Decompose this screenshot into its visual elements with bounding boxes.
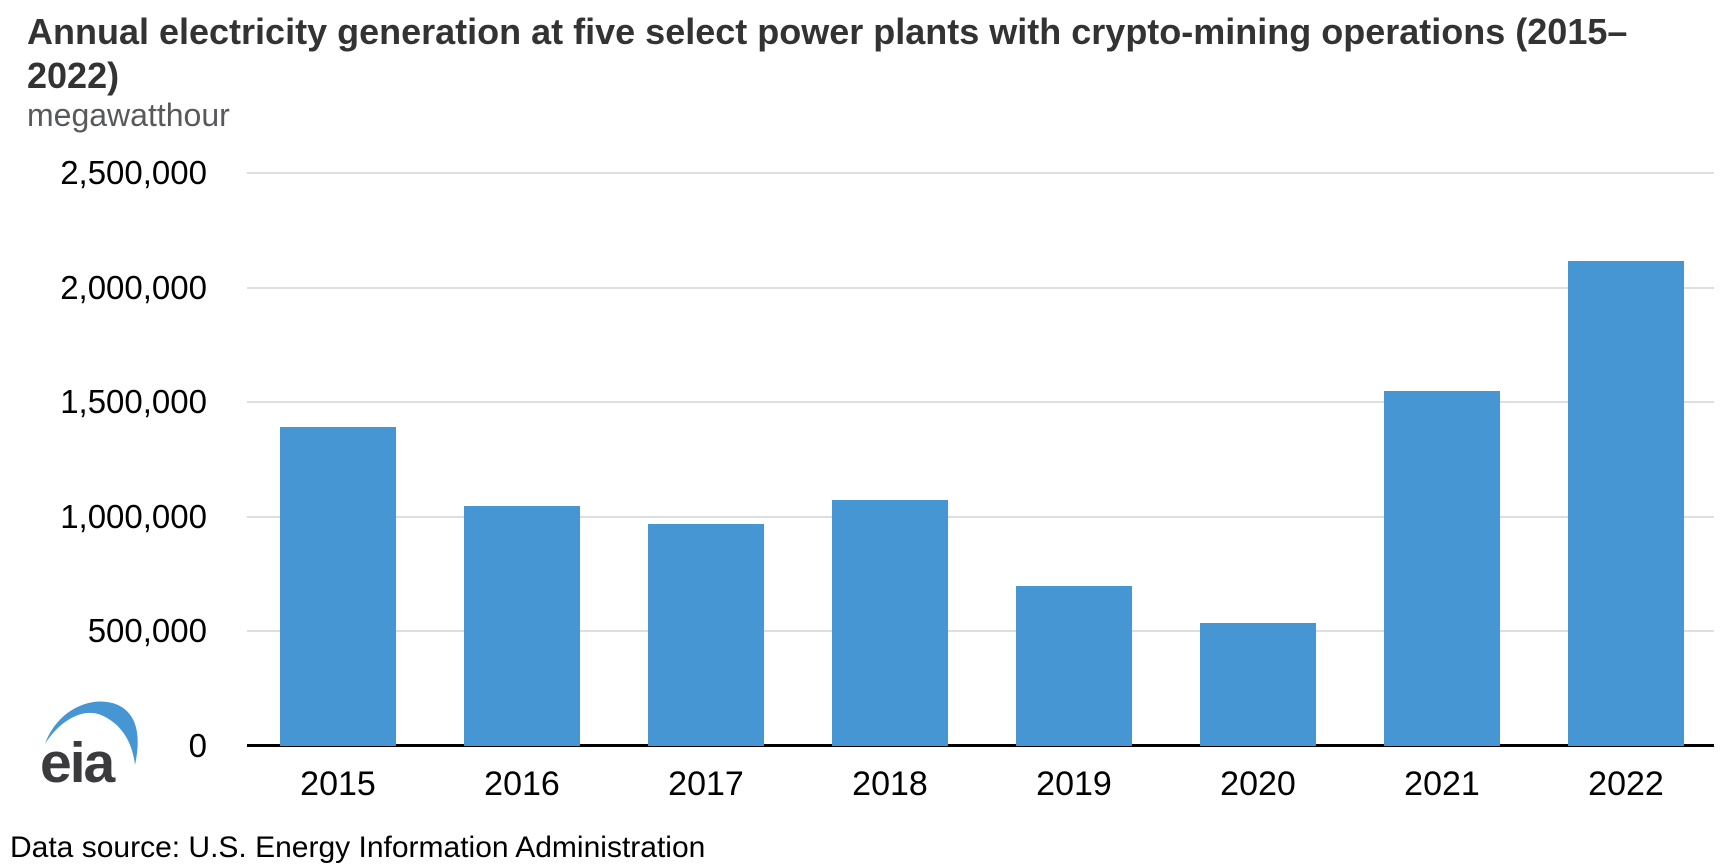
x-axis-label-2021: 2021 xyxy=(1404,765,1480,803)
y-axis-label-2000000: 2,000,000 xyxy=(60,268,207,306)
x-axis-label-2019: 2019 xyxy=(1036,765,1112,803)
eia-logo: eia xyxy=(42,701,138,790)
chart-title-line1: Annual electricity generation at five se… xyxy=(27,11,1628,52)
gridline xyxy=(247,286,1714,289)
plot-area: 0 500,000 1,000,000 1,500,000 2,000,000 2,500… xyxy=(60,154,1714,803)
data-source-note: Data source: U.S. Energy Information Adm… xyxy=(10,831,706,864)
x-axis-label-2018: 2018 xyxy=(852,765,928,803)
eia-logo-swoosh-icon xyxy=(45,701,138,765)
gridline xyxy=(247,630,1714,633)
bar-2018 xyxy=(832,499,948,746)
y-axis-label-2500000: 2,500,000 xyxy=(60,154,207,191)
gridline xyxy=(247,172,1714,174)
x-axis-label-2016: 2016 xyxy=(484,765,560,803)
x-axis-label-2022: 2022 xyxy=(1588,765,1664,803)
chart-title-line2: 2022) xyxy=(27,55,120,96)
eia-logo-text: eia xyxy=(42,731,117,790)
bar-2017 xyxy=(648,523,764,746)
gridline xyxy=(247,401,1714,404)
x-axis-label-2015: 2015 xyxy=(300,765,376,803)
bar-2022 xyxy=(1568,261,1684,746)
x-axis-label-2020: 2020 xyxy=(1220,765,1296,803)
y-axis-label-1000000: 1,000,000 xyxy=(60,497,207,535)
chart-page: Annual electricity generation at five se… xyxy=(10,10,1714,864)
chart-title: Annual electricity generation at five se… xyxy=(27,10,1627,98)
bar-2020 xyxy=(1200,623,1316,746)
chart-unit-label: megawatthour xyxy=(27,97,230,133)
y-axis-label-500000: 500,000 xyxy=(87,612,207,650)
y-axis-label-0: 0 xyxy=(188,727,207,764)
bar-2016 xyxy=(464,506,580,746)
bar-2015 xyxy=(280,427,396,746)
gridline xyxy=(247,515,1714,518)
y-axis-label-1500000: 1,500,000 xyxy=(60,383,207,421)
x-axis-line xyxy=(247,744,1714,747)
bar-2019 xyxy=(1016,585,1132,746)
bar-2021 xyxy=(1384,390,1500,746)
x-axis-label-2017: 2017 xyxy=(668,765,744,803)
